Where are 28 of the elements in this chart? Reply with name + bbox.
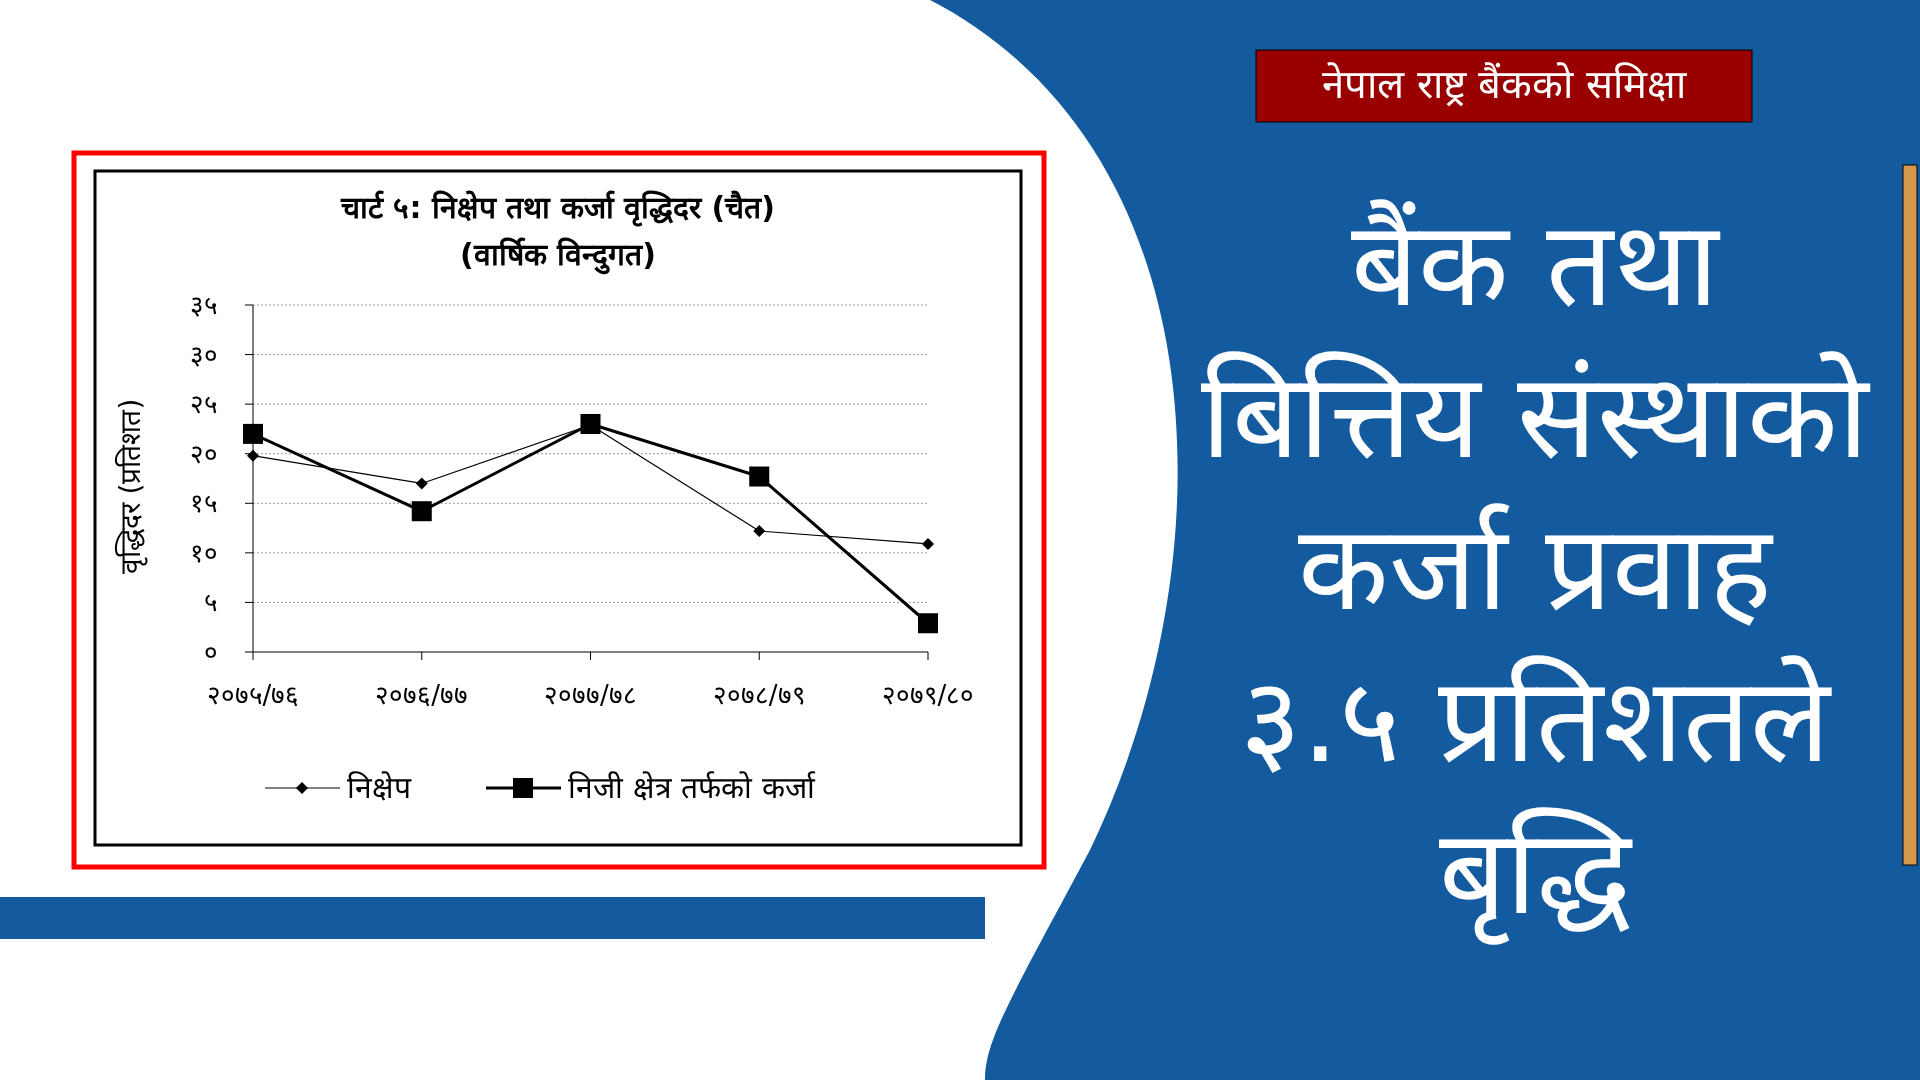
text: बैंक तथा बित्तिय संस्थाको कर्जा प्रवाह ३.५ प्रतिशतले बृद्धि <box>1200 195 1872 945</box>
x-tick-label: २०७६/७७ <box>375 680 469 710</box>
y-tick-label: १५ <box>190 488 218 519</box>
x-tick-label: २०७७/७८ <box>544 680 637 710</box>
point <box>753 525 766 538</box>
y-tick-label: ५ <box>204 587 218 618</box>
point <box>922 537 934 550</box>
point <box>411 501 432 522</box>
x-tick-label: २०७८/७९ <box>712 680 806 710</box>
chart-subtitle: (वार्षिक विन्दुगत) <box>460 237 656 275</box>
point <box>415 477 428 490</box>
y-tick-label: ३० <box>190 339 218 370</box>
y-tick-label: १० <box>190 537 218 568</box>
y-axis-title: वृद्धिदर (प्रतिशत) <box>114 398 148 575</box>
y-tick-label: ० <box>204 637 218 667</box>
legend-label: निक्षेप <box>347 770 412 805</box>
text: नेपाल राष्ट्र बैंकको समिक्षा <box>1321 61 1688 107</box>
y-tick-label: २० <box>190 438 218 469</box>
point <box>580 413 601 434</box>
chart-title: चार्ट ५: निक्षेप तथा कर्जा वृद्धिदर (चैत) <box>339 190 776 227</box>
point <box>749 466 770 487</box>
point <box>918 613 938 634</box>
x-tick-label: २०७९/८० <box>881 680 975 710</box>
y-tick-label: ३५ <box>190 290 218 320</box>
legend-label: निजी क्षेत्र तर्फको कर्जा <box>568 770 816 805</box>
y-tick-label: २५ <box>190 389 218 420</box>
point <box>243 423 263 444</box>
x-tick-label: २०७५/७६ <box>206 680 300 710</box>
